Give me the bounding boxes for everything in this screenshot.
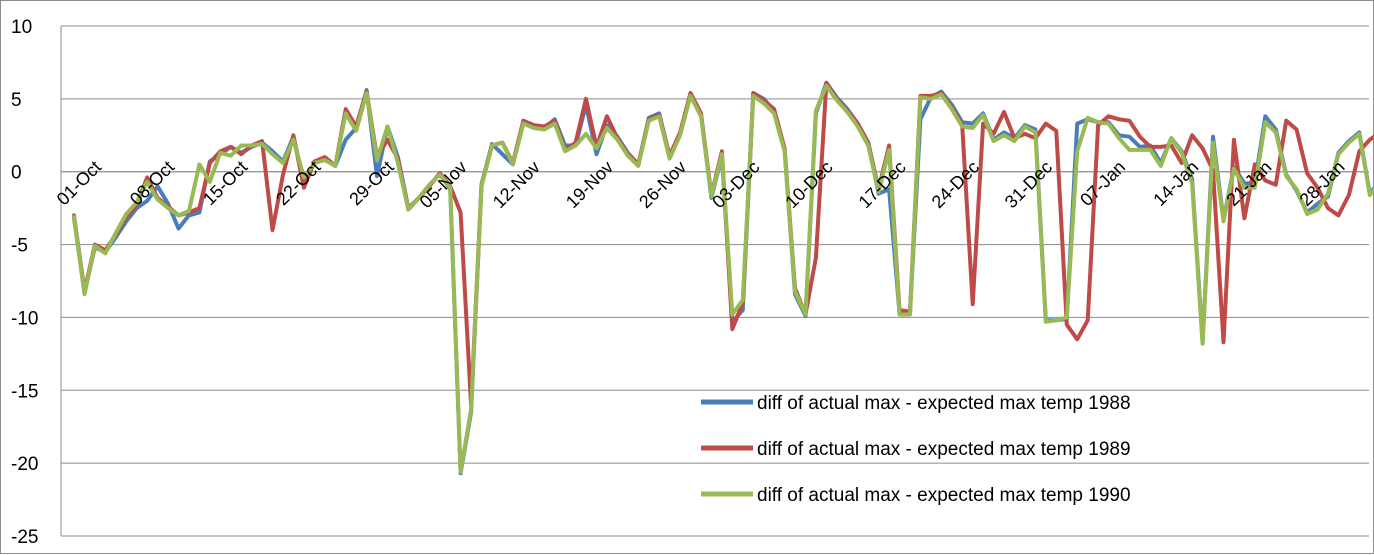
y-tick-label: 10 (11, 17, 32, 38)
legend-label-1: diff of actual max - expected max temp 1… (757, 439, 1131, 460)
x-tick-label: 08-Oct (126, 157, 178, 209)
series-lines (72, 80, 1374, 476)
y-tick-label: -15 (11, 381, 38, 402)
x-tick-label: 12-Nov (489, 157, 544, 212)
x-tick-label: 29-Oct (345, 157, 397, 209)
x-tick-label: 26-Nov (635, 157, 690, 212)
x-tick-label: 31-Dec (1001, 157, 1056, 212)
legend-label-2: diff of actual max - expected max temp 1… (757, 485, 1131, 506)
legend-label-0: diff of actual max - expected max temp 1… (757, 393, 1131, 414)
y-tick-label: -20 (11, 454, 38, 475)
axes (60, 26, 1369, 536)
y-tick-label: 0 (11, 163, 22, 184)
y-tick-label: -25 (11, 527, 38, 548)
x-axis-tick-labels: 01-Oct 08-Oct 15-Oct 22-Oct 29-Oct 05-Nov 12-N… (53, 157, 1349, 212)
legend: diff of actual max - expected max temp 1… (701, 393, 1131, 506)
x-tick-label: 10-Dec (781, 157, 836, 212)
x-tick-label: 19-Nov (562, 157, 617, 212)
y-tick-label: -5 (11, 236, 28, 257)
x-tick-label: 05-Nov (416, 157, 471, 212)
series-line-1 (72, 80, 1374, 407)
y-tick-label: -10 (11, 308, 38, 329)
x-tick-label: 07-Jan (1076, 157, 1129, 210)
y-axis-tick-labels: 10 5 0 -5 -10 -15 -20 -25 (11, 17, 38, 548)
x-tick-label: 17-Dec (855, 157, 910, 212)
series-line-2 (72, 83, 1374, 474)
y-tick-label: 5 (11, 90, 22, 111)
series-line-0 (72, 80, 1374, 476)
gridlines (61, 25, 1369, 537)
x-tick-label: 24-Dec (928, 157, 983, 212)
